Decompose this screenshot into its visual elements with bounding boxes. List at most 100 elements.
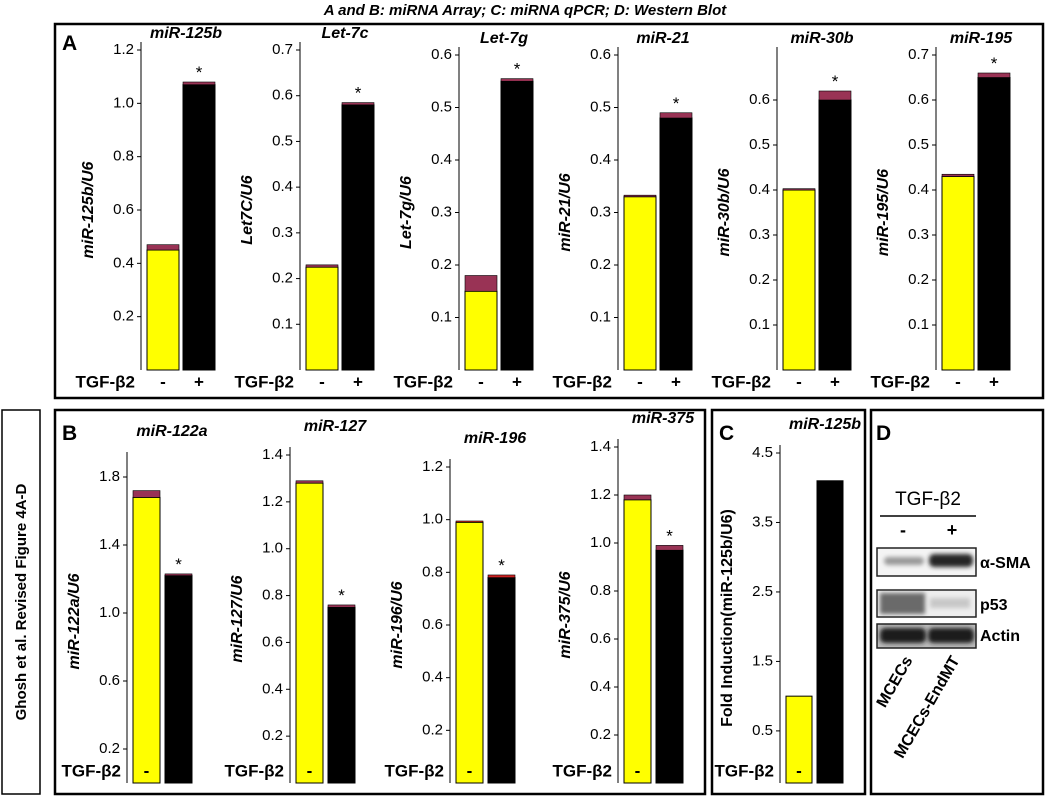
x-tick-label: - [160,372,166,391]
x-tick-label: + [512,372,522,391]
blot-lane: + [947,520,958,540]
bar [327,606,356,784]
blot-lane: - [900,520,906,540]
y-tick-label: 0.6 [422,616,443,633]
blot-row [876,589,977,618]
x-tick-label: + [989,372,999,391]
panel-label: A [62,32,77,55]
bar [182,84,216,371]
y-axis-label: miR-21/U6 [557,173,574,251]
bar [146,249,180,371]
bar [941,176,975,371]
y-tick-label: 1.0 [99,604,120,621]
significance-mark: * [196,63,203,82]
panel-d-box [869,408,1045,796]
y-tick-label: 0.2 [422,721,443,738]
y-tick-label: 0.6 [749,91,770,108]
y-tick-label: 1.2 [262,493,283,510]
blot-protein: α-SMA [980,555,1031,572]
error-segment [623,194,657,198]
y-tick-label: 0.6 [590,630,611,647]
x-tick-label: - [635,761,641,780]
bar [655,549,684,784]
y-tick-label: 1.0 [590,534,611,551]
y-tick-label: 1.4 [262,446,283,463]
y-tick-label: 0.4 [422,669,443,686]
bar [164,575,193,784]
y-tick-label: 0.4 [262,680,283,697]
side-label-box [1,409,41,795]
x-tick-label: - [319,372,325,391]
y-tick-label: 1.2 [590,486,611,503]
y-tick-label: 0.3 [431,203,452,220]
y-tick-label: 3.5 [752,513,773,530]
y-tick-label: 0.4 [749,181,770,198]
y-tick-label: 0.5 [431,98,452,115]
chart-title: miR-125b [150,25,222,42]
y-axis-label: miR-125b/U6 [80,161,97,258]
bar [623,499,652,784]
error-segment [500,78,534,82]
bar [500,80,534,371]
y-axis-label: miR-30b/U6 [716,168,733,256]
significance-mark: * [991,54,998,73]
x-tick-label: + [337,761,347,780]
bar [295,482,324,784]
x-tick-label: - [796,372,802,391]
bar [977,77,1011,371]
error-segment [623,494,652,501]
x-axis-label: TGF-β2 [715,761,774,780]
y-tick-label: 1.4 [99,536,120,553]
error-segment [455,520,484,523]
y-axis-label: miR-196/U6 [389,581,406,668]
bar [132,496,161,784]
x-tick-label: + [194,372,204,391]
x-tick-label: - [467,761,473,780]
y-tick-label: 0.2 [590,726,611,743]
x-tick-label: + [830,372,840,391]
y-axis-label: miR-195/U6 [875,169,892,256]
y-tick-label: 0.8 [113,148,134,165]
error-segment [818,90,852,101]
blot-row [876,547,977,577]
error-segment [182,81,216,85]
x-axis-label: TGF-β2 [553,761,612,780]
bar [455,521,484,784]
bar [487,577,516,784]
y-tick-label: 0.4 [113,254,134,271]
error-segment [341,102,375,106]
error-segment [659,112,693,119]
x-tick-label: + [353,372,363,391]
y-tick-label: 0.5 [752,722,773,739]
y-tick-label: 0.8 [262,587,283,604]
panel-a-box [53,22,1045,400]
y-tick-label: 0.6 [590,46,611,63]
y-tick-label: 0.6 [262,633,283,650]
bar [464,290,498,371]
x-tick-label: + [665,761,675,780]
y-axis-label: miR-127/U6 [229,575,246,662]
error-segment [132,490,161,498]
bar [816,480,844,784]
bar [623,196,657,371]
significance-mark: * [832,72,839,91]
y-tick-label: 0.4 [272,178,293,195]
y-tick-label: 0.5 [272,132,293,149]
error-segment [782,188,816,191]
y-tick-label: 2.5 [752,583,773,600]
chart-title: Let-7g [480,30,528,47]
error-segment [146,244,180,251]
x-tick-label: + [497,761,507,780]
x-tick-label: - [796,761,802,780]
chart-title: miR-125b [789,416,861,433]
y-tick-label: 0.7 [272,41,293,58]
blot-protein: Actin [980,628,1020,645]
y-tick-label: 1.4 [590,438,611,455]
y-tick-label: 0.6 [113,201,134,218]
bar [659,117,693,371]
blot-protein: p53 [980,597,1008,614]
y-tick-label: 0.8 [590,582,611,599]
figure-title: A and B: miRNA Array; C: miRNA qPCR; D: … [323,2,728,19]
y-axis-label: Let7C/U6 [239,175,256,244]
